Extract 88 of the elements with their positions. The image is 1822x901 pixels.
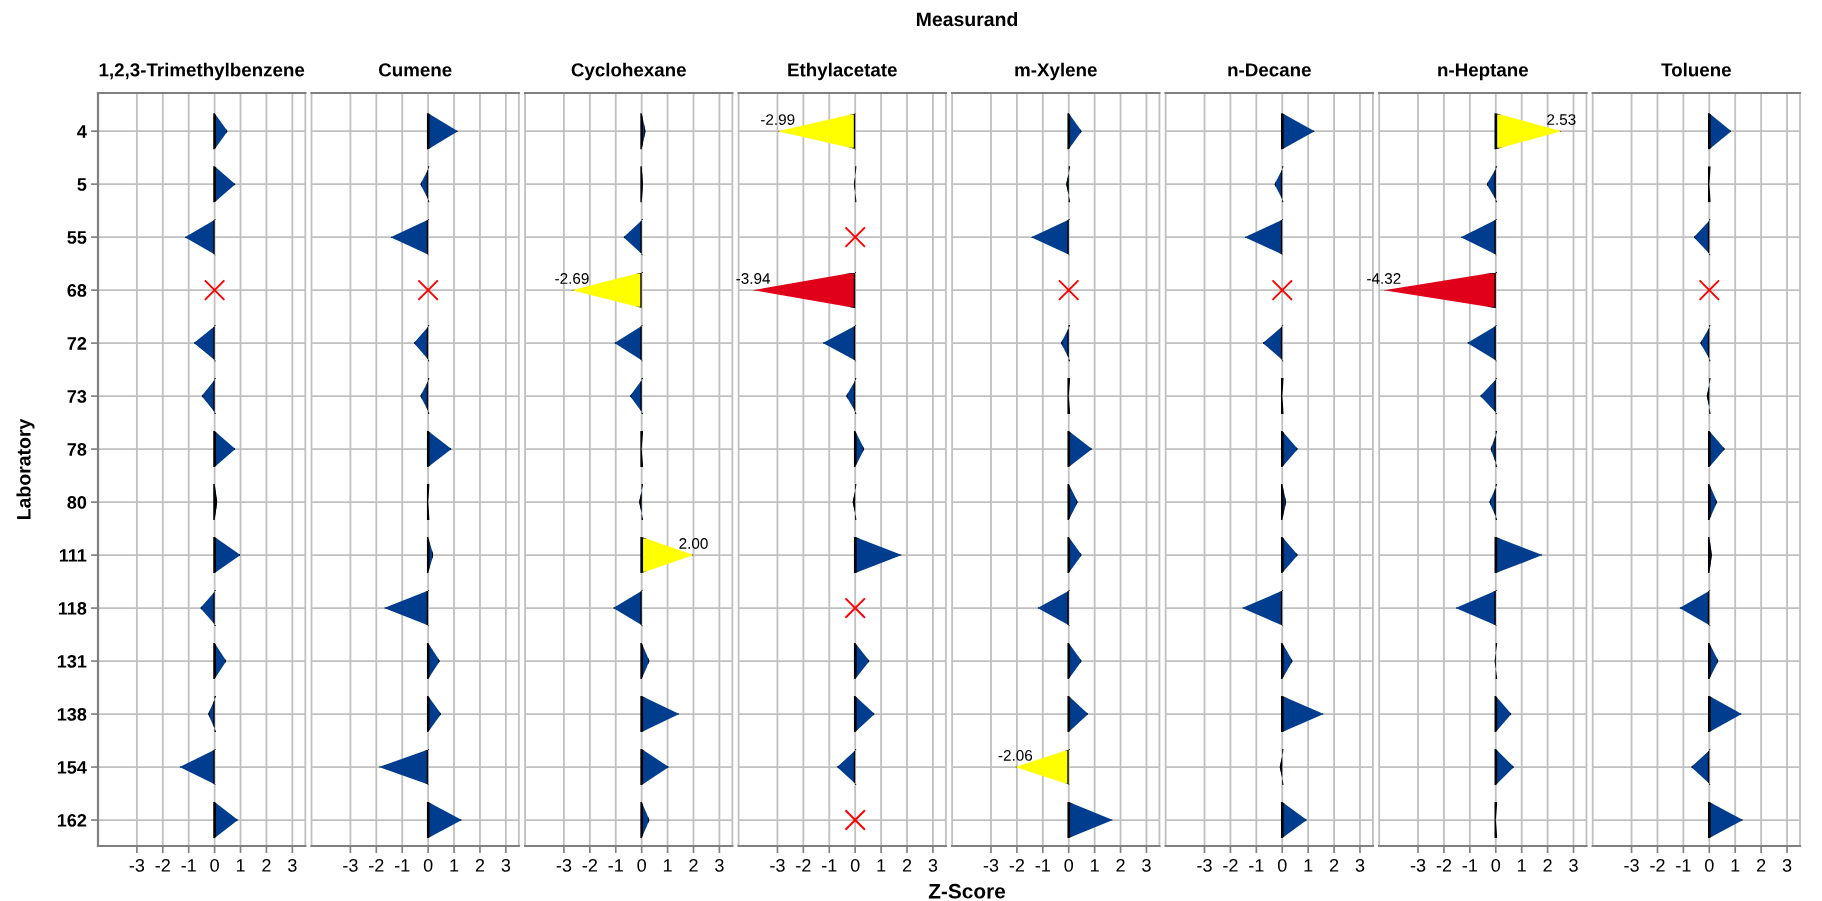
x-tick-label: 1 xyxy=(877,859,886,872)
x-tick-label: -1 xyxy=(608,859,623,872)
y-tick-label: 131 xyxy=(57,655,87,668)
x-tick-label: 2 xyxy=(1329,858,1339,872)
x-tick-label: -3 xyxy=(343,858,358,872)
x-tick-label: -1 xyxy=(395,859,410,872)
x-tick-label: 1 xyxy=(1731,859,1740,872)
x-tick-label: -2 xyxy=(582,858,597,872)
x-tick-label: 1 xyxy=(1518,859,1526,872)
text: Measurand xyxy=(916,11,1018,27)
data-label: 2.00 xyxy=(679,538,708,549)
x-tick-label: -1 xyxy=(1676,859,1691,872)
x-tick-label: 0 xyxy=(1704,858,1714,872)
x-tick-label: -1 xyxy=(1035,859,1050,872)
x-tick-label: 0 xyxy=(850,858,860,872)
x-tick-label: 3 xyxy=(288,858,297,872)
data-label: -4.32 xyxy=(1367,273,1401,284)
x-tick-label: 2 xyxy=(902,858,912,872)
x-tick-label: 2 xyxy=(1116,858,1125,872)
x-tick-label: -3 xyxy=(129,858,145,872)
y-tick-label: 111 xyxy=(59,549,87,562)
x-tick-label: 2 xyxy=(262,858,271,872)
x-tick-label: 1 xyxy=(1304,859,1313,872)
x-tick-label: 0 xyxy=(637,858,646,872)
x-axis-title: Z-Score xyxy=(928,883,1006,899)
chart-title: m-Xylene xyxy=(1015,62,1097,81)
x-tick-label: 1 xyxy=(663,859,672,872)
x-tick-label: 3 xyxy=(1142,858,1151,872)
x-tick-label: 1 xyxy=(236,859,245,872)
y-tick-label: 5 xyxy=(77,178,87,191)
x-tick-label: 2 xyxy=(1757,858,1766,872)
x-tick-label: -2 xyxy=(1436,858,1452,872)
data-label: 2.53 xyxy=(1547,114,1576,125)
x-tick-label: -3 xyxy=(983,858,999,872)
x-tick-label: -3 xyxy=(770,858,785,872)
y-tick-label: 78 xyxy=(67,443,87,456)
x-tick-label: -1 xyxy=(181,859,196,872)
x-tick-label: -1 xyxy=(1249,859,1264,872)
x-tick-label: -1 xyxy=(822,859,837,872)
x-tick-label: -2 xyxy=(1223,858,1238,872)
y-tick-label: 73 xyxy=(67,390,87,403)
x-tick-label: 1 xyxy=(450,859,459,872)
chart-title: Cumene xyxy=(378,63,452,77)
y-tick-label: 55 xyxy=(67,231,87,244)
x-tick-label: -2 xyxy=(1009,858,1025,872)
x-tick-label: 0 xyxy=(1491,858,1501,872)
x-tick-label: 0 xyxy=(423,858,433,872)
x-tick-label: -3 xyxy=(1624,858,1639,872)
x-tick-label: 0 xyxy=(1277,858,1287,872)
chart-title: n-Decane xyxy=(1228,63,1311,77)
y-tick-label: 138 xyxy=(57,707,87,721)
x-tick-label: 3 xyxy=(1355,858,1365,872)
chart-title: Toluene xyxy=(1661,62,1731,77)
x-tick-label: 3 xyxy=(1782,858,1792,872)
x-tick-label: 3 xyxy=(501,858,511,872)
x-tick-label: -1 xyxy=(1462,859,1478,872)
data-label: -2.99 xyxy=(760,114,795,125)
x-tick-label: 2 xyxy=(475,858,485,872)
x-tick-label: -2 xyxy=(155,858,170,872)
y-tick-label: 118 xyxy=(58,602,87,615)
data-label: -2.06 xyxy=(998,750,1033,761)
x-tick-label: -2 xyxy=(796,858,811,872)
y-tick-label: 68 xyxy=(67,284,87,297)
y-tick-label: 162 xyxy=(57,813,87,827)
chart-title: 1,2,3-Trimethylbenzene xyxy=(99,62,305,81)
y-tick-label: 72 xyxy=(67,337,87,350)
x-tick-label: -2 xyxy=(1650,858,1665,872)
x-tick-label: -2 xyxy=(369,858,384,872)
x-tick-label: 3 xyxy=(928,858,938,872)
x-tick-label: 2 xyxy=(1543,858,1552,872)
y-tick-label: 80 xyxy=(67,496,87,509)
x-tick-label: 3 xyxy=(715,858,724,872)
x-tick-label: -3 xyxy=(1197,858,1212,872)
x-tick-label: 0 xyxy=(1064,858,1074,872)
x-tick-label: 3 xyxy=(1569,858,1578,872)
y-tick-label: 154 xyxy=(57,761,87,774)
chart-title: Cyclohexane xyxy=(571,62,686,81)
x-tick-label: 2 xyxy=(689,858,698,872)
x-tick-label: -3 xyxy=(556,858,572,872)
x-tick-label: -3 xyxy=(1410,858,1426,872)
chart-title: n-Heptane xyxy=(1438,63,1529,81)
data-label: -2.69 xyxy=(555,273,589,284)
x-tick-label: 1 xyxy=(1090,859,1099,872)
y-axis-title: Laboratory xyxy=(16,418,35,519)
x-tick-label: 0 xyxy=(210,858,219,872)
data-label: -3.94 xyxy=(736,273,771,284)
chart-title: Ethylacetate xyxy=(788,62,897,81)
y-tick-label: 4 xyxy=(77,125,87,138)
